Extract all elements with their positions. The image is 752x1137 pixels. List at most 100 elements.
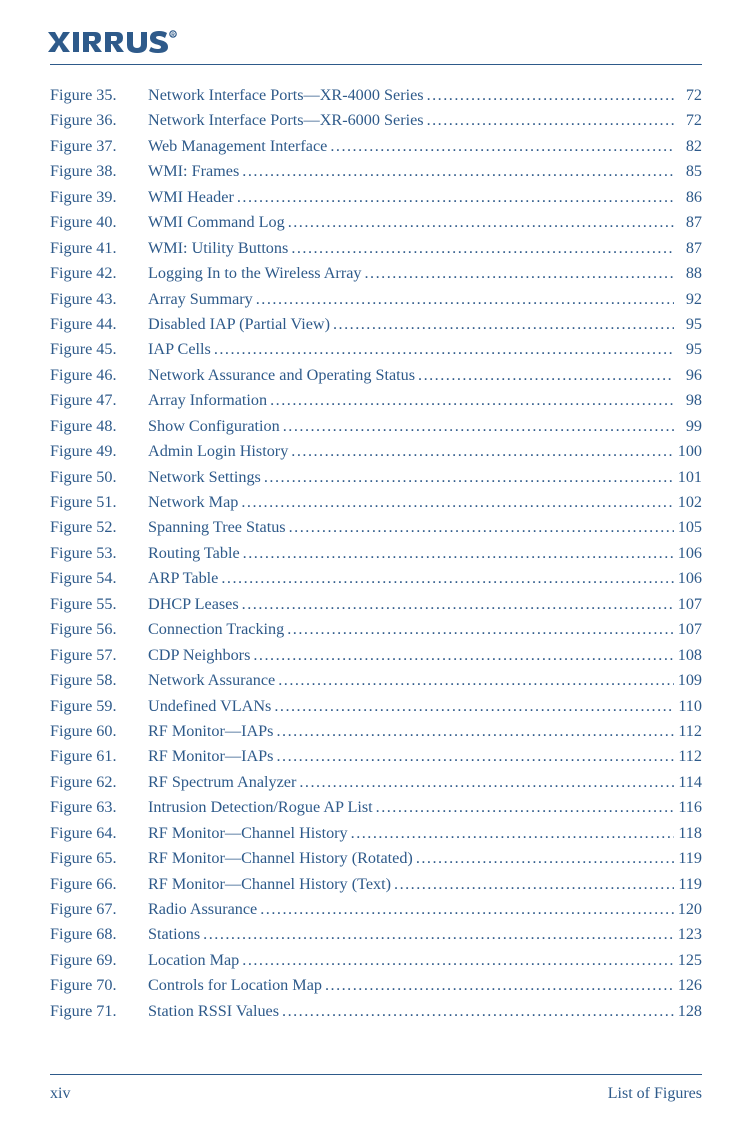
leader-dots xyxy=(250,643,674,668)
figure-entry: Figure 50.Network Settings101 xyxy=(50,465,702,490)
figure-title: Radio Assurance xyxy=(148,897,257,922)
figure-page: 112 xyxy=(674,719,702,744)
leader-dots xyxy=(288,236,674,261)
figure-entry: Figure 36.Network Interface Ports—XR-600… xyxy=(50,108,702,133)
figure-number: Figure 37. xyxy=(50,134,148,159)
figure-list: Figure 35.Network Interface Ports—XR-400… xyxy=(50,83,702,1024)
figure-page: 119 xyxy=(674,872,702,897)
leader-dots xyxy=(280,414,674,439)
figure-number: Figure 70. xyxy=(50,973,148,998)
figure-entry: Figure 66.RF Monitor—Channel History (Te… xyxy=(50,872,702,897)
figure-page: 123 xyxy=(674,922,702,947)
figure-number: Figure 52. xyxy=(50,515,148,540)
figure-title: RF Monitor—IAPs xyxy=(148,719,273,744)
figure-title: Connection Tracking xyxy=(148,617,284,642)
footer-title: List of Figures xyxy=(608,1085,702,1103)
figure-entry: Figure 40.WMI Command Log 87 xyxy=(50,210,702,235)
figure-title: RF Spectrum Analyzer xyxy=(148,770,296,795)
figure-entry: Figure 68.Stations123 xyxy=(50,922,702,947)
leader-dots xyxy=(239,159,674,184)
leader-dots xyxy=(267,388,674,413)
figure-entry: Figure 54.ARP Table106 xyxy=(50,566,702,591)
figure-number: Figure 63. xyxy=(50,795,148,820)
figure-number: Figure 45. xyxy=(50,337,148,362)
figure-page: 82 xyxy=(674,134,702,159)
figure-title: DHCP Leases xyxy=(148,592,239,617)
figure-page: 85 xyxy=(674,159,702,184)
figure-title: RF Monitor—Channel History (Text) xyxy=(148,872,391,897)
leader-dots xyxy=(413,846,674,871)
figure-entry: Figure 71.Station RSSI Values 128 xyxy=(50,999,702,1024)
figure-number: Figure 65. xyxy=(50,846,148,871)
leader-dots xyxy=(327,134,674,159)
figure-number: Figure 46. xyxy=(50,363,148,388)
figure-number: Figure 58. xyxy=(50,668,148,693)
leader-dots xyxy=(273,744,674,769)
figure-number: Figure 61. xyxy=(50,744,148,769)
figure-number: Figure 55. xyxy=(50,592,148,617)
figure-number: Figure 40. xyxy=(50,210,148,235)
figure-page: 126 xyxy=(674,973,702,998)
figure-page: 95 xyxy=(674,337,702,362)
figure-page: 116 xyxy=(674,795,702,820)
figure-page: 105 xyxy=(674,515,702,540)
figure-title: WMI: Utility Buttons xyxy=(148,236,288,261)
figure-number: Figure 62. xyxy=(50,770,148,795)
figure-number: Figure 44. xyxy=(50,312,148,337)
leader-dots xyxy=(330,312,674,337)
figure-entry: Figure 58.Network Assurance109 xyxy=(50,668,702,693)
figure-number: Figure 60. xyxy=(50,719,148,744)
figure-page: 118 xyxy=(674,821,702,846)
figure-number: Figure 43. xyxy=(50,287,148,312)
leader-dots xyxy=(273,719,674,744)
figure-title: WMI Header xyxy=(148,185,234,210)
figure-number: Figure 38. xyxy=(50,159,148,184)
figure-page: 112 xyxy=(674,744,702,769)
figure-entry: Figure 67.Radio Assurance120 xyxy=(50,897,702,922)
leader-dots xyxy=(424,83,674,108)
figure-page: 114 xyxy=(674,770,702,795)
figure-title: Station RSSI Values xyxy=(148,999,279,1024)
figure-page: 110 xyxy=(674,694,702,719)
figure-title: Network Interface Ports—XR-4000 Series xyxy=(148,83,424,108)
figure-entry: Figure 48.Show Configuration99 xyxy=(50,414,702,439)
figure-page: 87 xyxy=(674,210,702,235)
figure-entry: Figure 64.RF Monitor—Channel History118 xyxy=(50,821,702,846)
leader-dots xyxy=(239,948,674,973)
figure-number: Figure 53. xyxy=(50,541,148,566)
figure-title: WMI Command Log xyxy=(148,210,285,235)
leader-dots xyxy=(362,261,675,286)
figure-page: 98 xyxy=(674,388,702,413)
leader-dots xyxy=(279,999,674,1024)
figure-entry: Figure 39.WMI Header86 xyxy=(50,185,702,210)
figure-entry: Figure 49.Admin Login History100 xyxy=(50,439,702,464)
figure-title: Spanning Tree Status xyxy=(148,515,286,540)
header-divider xyxy=(50,64,702,65)
footer-divider xyxy=(50,1074,702,1075)
leader-dots xyxy=(275,668,674,693)
figure-entry: Figure 41.WMI: Utility Buttons87 xyxy=(50,236,702,261)
figure-number: Figure 42. xyxy=(50,261,148,286)
figure-entry: Figure 62.RF Spectrum Analyzer 114 xyxy=(50,770,702,795)
figure-entry: Figure 45.IAP Cells 95 xyxy=(50,337,702,362)
leader-dots xyxy=(288,439,674,464)
figure-number: Figure 51. xyxy=(50,490,148,515)
figure-title: Show Configuration xyxy=(148,414,280,439)
figure-number: Figure 54. xyxy=(50,566,148,591)
figure-number: Figure 47. xyxy=(50,388,148,413)
figure-entry: Figure 53.Routing Table106 xyxy=(50,541,702,566)
figure-page: 101 xyxy=(674,465,702,490)
leader-dots xyxy=(253,287,674,312)
figure-page: 106 xyxy=(674,541,702,566)
figure-title: Network Settings xyxy=(148,465,261,490)
figure-entry: Figure 61.RF Monitor—IAPs 112 xyxy=(50,744,702,769)
figure-page: 86 xyxy=(674,185,702,210)
figure-title: IAP Cells xyxy=(148,337,211,362)
figure-page: 109 xyxy=(674,668,702,693)
leader-dots xyxy=(415,363,674,388)
figure-number: Figure 49. xyxy=(50,439,148,464)
figure-entry: Figure 63.Intrusion Detection/Rogue AP L… xyxy=(50,795,702,820)
leader-dots xyxy=(424,108,674,133)
figure-entry: Figure 56.Connection Tracking107 xyxy=(50,617,702,642)
leader-dots xyxy=(284,617,674,642)
